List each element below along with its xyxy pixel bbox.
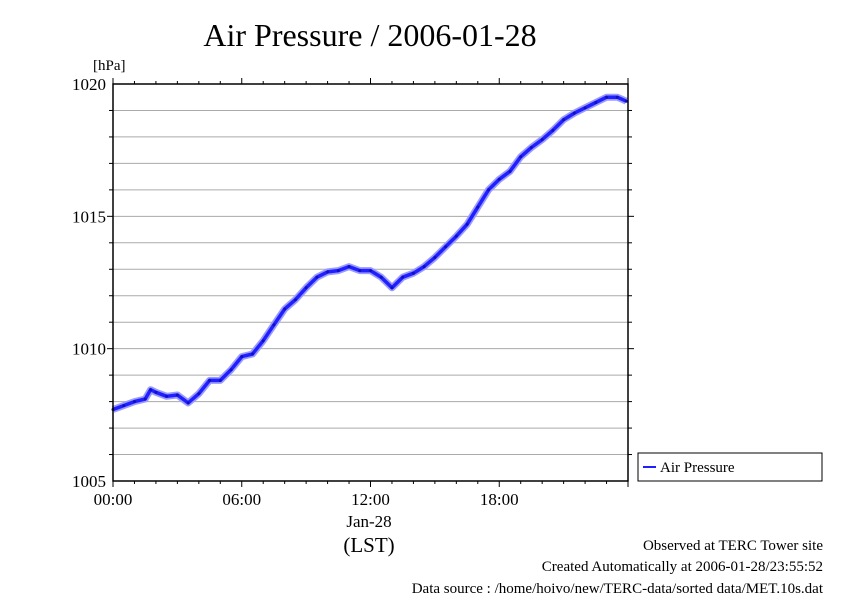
data-point — [272, 323, 276, 327]
y-tick-label: 1005 — [72, 472, 106, 491]
data-point — [154, 390, 158, 394]
annotation-site: Observed at TERC Tower site — [643, 538, 823, 554]
data-point — [497, 177, 501, 181]
plot-frame — [112, 83, 629, 482]
legend-box — [637, 452, 823, 482]
annotation-created: Created Automatically at 2006-01-28/23:5… — [542, 559, 823, 575]
data-point — [240, 355, 244, 359]
axis-ticks — [107, 78, 634, 487]
y-tick-label: 1020 — [72, 75, 106, 94]
data-point — [336, 269, 340, 273]
data-point — [326, 270, 330, 274]
data-point — [315, 275, 319, 279]
data-point — [390, 286, 394, 290]
data-point — [401, 275, 405, 279]
x-tick-labels: 00:00 06:00 12:00 18:00 — [94, 490, 519, 509]
data-point — [143, 397, 147, 401]
data-point — [218, 378, 222, 382]
x-date-label: Jan-28 — [346, 512, 391, 531]
data-point — [283, 307, 287, 311]
data-point — [605, 95, 609, 99]
data-point — [250, 352, 254, 356]
data-point — [122, 404, 126, 408]
data-point — [433, 255, 437, 259]
data-point — [304, 286, 308, 290]
data-point — [615, 95, 619, 99]
x-tick-label: 12:00 — [351, 490, 390, 509]
series-air-pressure — [111, 93, 628, 413]
data-point — [551, 128, 555, 132]
data-point — [476, 205, 480, 209]
y-axis-unit-label: [hPa] — [93, 58, 126, 74]
legend-entry: Air Pressure — [660, 460, 735, 476]
data-point — [229, 368, 233, 372]
data-point — [186, 401, 190, 405]
data-point — [347, 265, 351, 269]
data-point — [261, 339, 265, 343]
data-point — [508, 169, 512, 173]
x-tick-label: 06:00 — [222, 490, 261, 509]
data-point — [529, 146, 533, 150]
data-point — [379, 275, 383, 279]
data-point — [369, 269, 372, 273]
data-point — [165, 394, 169, 398]
y-tick-label: 1015 — [72, 207, 106, 226]
series-line — [112, 95, 628, 412]
data-point — [444, 245, 448, 249]
data-point — [583, 106, 587, 110]
x-axis-label: (LST) — [343, 533, 394, 557]
annotation-source: Data source : /home/hoivo/new/TERC-data/… — [412, 581, 824, 595]
data-point — [465, 222, 469, 226]
data-point — [175, 393, 179, 397]
data-point — [293, 298, 297, 302]
data-point — [422, 265, 426, 269]
data-point — [197, 392, 201, 396]
x-tick-label: 18:00 — [480, 490, 519, 509]
data-point — [411, 271, 415, 275]
series-halo — [111, 93, 628, 413]
data-point — [540, 138, 544, 142]
chart-title: Air Pressure / 2006-01-28 — [203, 17, 536, 53]
y-tick-label: 1010 — [72, 340, 106, 359]
data-point — [208, 378, 212, 382]
data-point — [454, 234, 458, 238]
data-point — [624, 99, 628, 103]
data-point — [149, 388, 153, 392]
data-point — [487, 188, 491, 192]
data-point — [358, 269, 362, 273]
data-point — [132, 400, 136, 404]
x-tick-label: 00:00 — [94, 490, 133, 509]
data-point — [519, 155, 523, 159]
data-point — [594, 101, 598, 105]
data-point — [562, 118, 566, 122]
legend: Air Pressure — [637, 452, 823, 482]
data-point — [572, 111, 576, 115]
y-tick-labels: 1005 1010 1015 1020 — [72, 75, 106, 491]
